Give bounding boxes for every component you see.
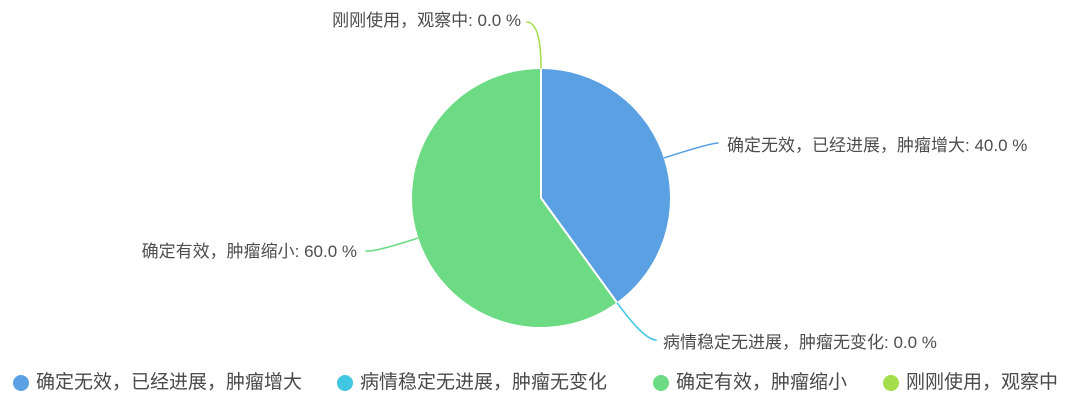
callout-just-started: 刚刚使用，观察中: 0.0 % bbox=[332, 11, 521, 30]
legend-label: 病情稳定无进展，肿瘤无变化 bbox=[360, 372, 608, 393]
label-line-2 bbox=[365, 237, 419, 252]
callout-effective: 确定有效，肿瘤缩小: 60.0 % bbox=[141, 242, 357, 261]
legend-swatch-cyan bbox=[337, 375, 353, 391]
label-line-0 bbox=[663, 142, 719, 159]
legend-swatch-yellowgreen bbox=[883, 375, 899, 391]
callout-ineffective: 确定无效，已经进展，肿瘤增大: 40.0 % bbox=[727, 136, 1028, 155]
legend-item-effective[interactable]: 确定有效，肿瘤缩小 bbox=[653, 370, 847, 396]
legend: 确定无效，已经进展，肿瘤增大 病情稳定无进展，肿瘤无变化 确定有效，肿瘤缩小 刚… bbox=[0, 370, 1092, 396]
label-line-1 bbox=[616, 302, 657, 341]
legend-item-ineffective[interactable]: 确定无效，已经进展，肿瘤增大 bbox=[13, 370, 302, 396]
legend-label: 刚刚使用，观察中 bbox=[906, 372, 1059, 393]
legend-item-stable[interactable]: 病情稳定无进展，肿瘤无变化 bbox=[337, 370, 607, 396]
legend-label: 确定无效，已经进展，肿瘤增大 bbox=[36, 372, 303, 393]
label-line-3 bbox=[526, 21, 542, 69]
callout-stable: 病情稳定无进展，肿瘤无变化: 0.0 % bbox=[663, 333, 937, 352]
legend-item-just-started[interactable]: 刚刚使用，观察中 bbox=[883, 370, 1058, 396]
legend-swatch-blue bbox=[13, 375, 29, 391]
legend-label: 确定有效，肿瘤缩小 bbox=[676, 372, 848, 393]
legend-swatch-green bbox=[653, 375, 669, 391]
